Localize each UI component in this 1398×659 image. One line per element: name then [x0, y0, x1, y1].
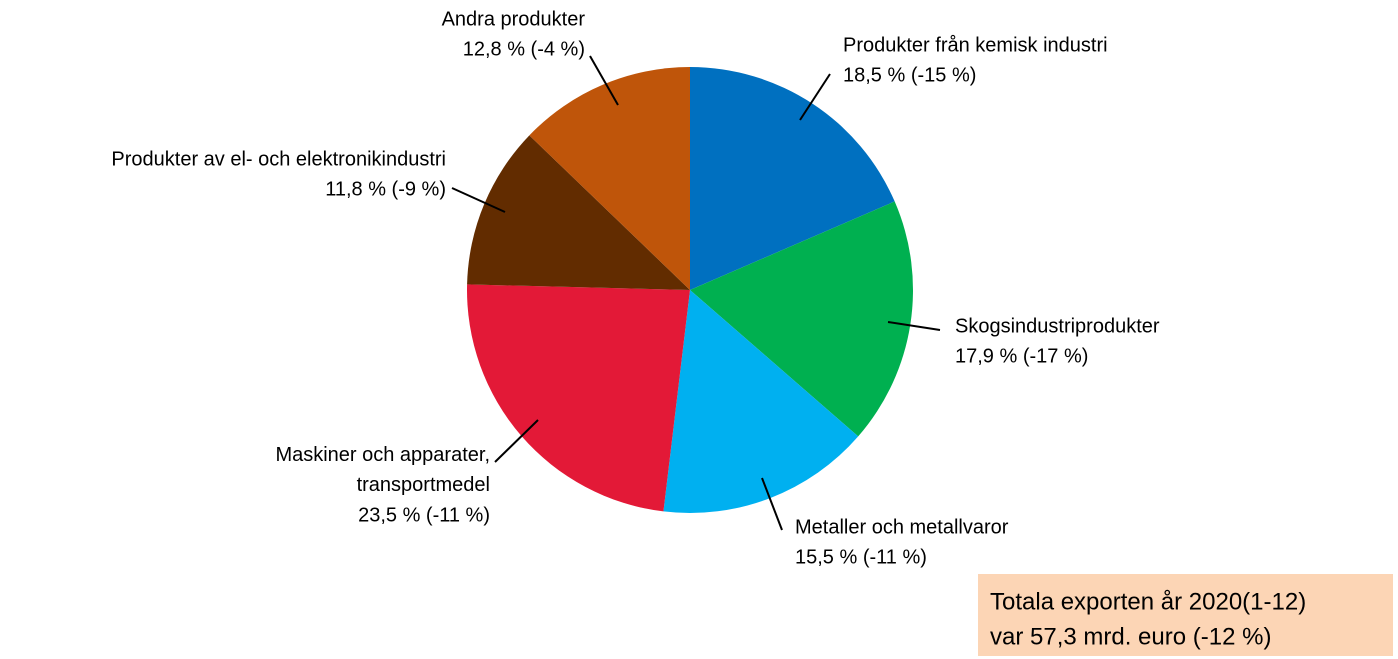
annotation-box: [978, 574, 1393, 656]
leader-line: [887, 321, 941, 331]
value-label: 12,8 % (-4 %): [463, 38, 585, 60]
pie-slice: [663, 290, 859, 513]
pie-slice: [690, 201, 913, 437]
category-label: Andra produkter: [442, 8, 586, 30]
value-label: 11,8 % (-9 %): [325, 178, 446, 200]
category-label: Produkter från kemisk industri: [843, 34, 1108, 56]
category-label: Skogsindustriprodukter: [955, 315, 1160, 337]
value-label: 15,5 % (-11 %): [795, 546, 927, 568]
pie: [466, 67, 913, 513]
leader-line: [761, 477, 783, 531]
pie-slice: [690, 67, 895, 290]
value-label: 17,9 % (-17 %): [955, 345, 1088, 367]
value-label: 18,5 % (-15 %): [843, 64, 976, 86]
leader-line: [589, 55, 619, 106]
pie-slice: [529, 67, 690, 290]
pie-slice: [466, 284, 690, 512]
annotation: Totala exporten år 2020(1-12): [990, 588, 1306, 615]
leader-line: [799, 73, 831, 121]
leader-line: [494, 419, 539, 463]
pie-slice: [467, 135, 690, 290]
value-label: 23,5 % (-11 %): [358, 504, 490, 526]
category-label: Metaller och metallvaror: [795, 516, 1009, 538]
category-label: Maskiner och apparater, transportmedel: [275, 444, 490, 496]
leader-line: [451, 187, 506, 213]
category-label: Produkter av el- och elektronikindustri: [111, 148, 446, 170]
annotation: var 57,3 mrd. euro (-12 %): [990, 623, 1271, 650]
